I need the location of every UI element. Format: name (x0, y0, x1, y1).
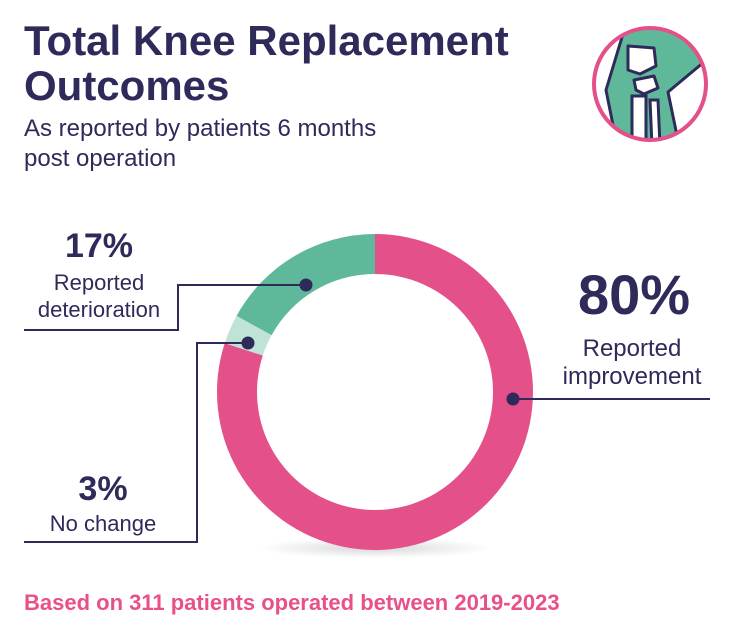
slice-percent-no-change: 3% (78, 470, 127, 508)
title-line-2: Outcomes (24, 62, 230, 109)
slice-label-deterioration-line-2: deterioration (38, 297, 160, 322)
subtitle-line-2: post operation (24, 145, 177, 172)
marker-dot-improvement (506, 392, 520, 406)
leader-line-deterioration (24, 284, 306, 331)
slice-label-no-change: No change (50, 511, 156, 536)
subtitle-line-1: As reported by patients 6 months (24, 115, 377, 142)
slice-label-improvement-line-2: improvement (563, 363, 702, 390)
slice-label-deterioration-line-1: Reported (54, 270, 145, 295)
slice-percent-deterioration: 17% (65, 227, 133, 265)
title-line-1: Total Knee Replacement (24, 17, 509, 64)
marker-dot-no-change (241, 336, 255, 350)
page-subtitle: As reported by patients 6 months post op… (24, 114, 494, 174)
page-title: Total Knee Replacement Outcomes (24, 18, 509, 108)
leader-line-no-change (24, 342, 248, 543)
donut-slice-no-change (224, 315, 272, 356)
slice-percent-improvement: 80% (578, 263, 690, 326)
marker-dot-deterioration (299, 278, 313, 292)
knee-joint-icon (592, 26, 708, 142)
footer-note: Based on 311 patients operated between 2… (24, 590, 560, 615)
slice-label-improvement-line-1: Reported (583, 335, 682, 362)
